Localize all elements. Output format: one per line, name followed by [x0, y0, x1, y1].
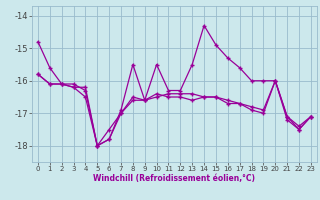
X-axis label: Windchill (Refroidissement éolien,°C): Windchill (Refroidissement éolien,°C)	[93, 174, 255, 183]
